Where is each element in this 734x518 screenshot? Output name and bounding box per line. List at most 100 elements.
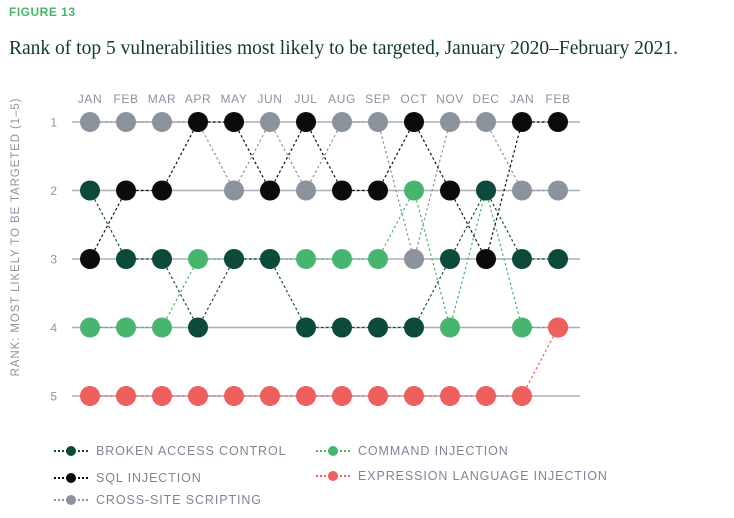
point-sql bbox=[188, 112, 208, 132]
point-cmd bbox=[80, 317, 100, 338]
point-cmd bbox=[440, 317, 460, 338]
legend-label: EXPRESSION LANGUAGE INJECTION bbox=[358, 469, 608, 483]
point-cmd bbox=[296, 249, 316, 269]
point-broken bbox=[260, 249, 280, 269]
point-expr bbox=[296, 386, 316, 406]
x-tick-label: AUG bbox=[328, 92, 356, 106]
point-broken bbox=[224, 249, 244, 269]
connector-sql bbox=[161, 121, 199, 191]
point-expr bbox=[260, 386, 280, 406]
point-xss bbox=[440, 112, 460, 132]
point-broken bbox=[476, 180, 496, 201]
point-expr bbox=[404, 386, 424, 406]
chart-title: Rank of top 5 vulnerabilities most likel… bbox=[9, 38, 679, 59]
x-tick-label: JAN bbox=[510, 92, 534, 106]
point-xss bbox=[116, 112, 136, 132]
point-expr bbox=[188, 386, 208, 406]
point-sql bbox=[332, 180, 352, 201]
figure-label: FIGURE 13 bbox=[9, 5, 76, 19]
legend-swatch-xss bbox=[54, 495, 88, 505]
connector-broken bbox=[485, 190, 523, 260]
point-xss bbox=[476, 112, 496, 132]
x-tick-label: JAN bbox=[78, 92, 102, 106]
point-expr bbox=[80, 386, 100, 406]
point-xss bbox=[512, 180, 532, 201]
point-broken bbox=[512, 249, 532, 269]
connector-broken bbox=[197, 258, 235, 328]
point-sql bbox=[368, 180, 388, 201]
point-xss bbox=[80, 112, 100, 132]
legend-label: SQL INJECTION bbox=[96, 471, 202, 485]
x-tick-label: FEB bbox=[545, 92, 570, 106]
point-expr bbox=[332, 386, 352, 406]
connector-sql bbox=[485, 121, 523, 260]
point-broken bbox=[296, 317, 316, 338]
point-sql bbox=[116, 180, 136, 201]
point-xss bbox=[260, 112, 280, 132]
point-broken bbox=[548, 249, 568, 269]
y-tick-label: 3 bbox=[50, 253, 57, 267]
legend-item-broken: BROKEN ACCESS CONTROL bbox=[54, 444, 286, 458]
point-xss bbox=[404, 249, 424, 269]
point-expr bbox=[152, 386, 172, 406]
legend-item-cmd: COMMAND INJECTION bbox=[316, 444, 509, 458]
connector-broken bbox=[269, 258, 307, 328]
point-xss bbox=[548, 180, 568, 201]
x-tick-label: OCT bbox=[400, 92, 427, 106]
y-tick-label: 5 bbox=[50, 390, 57, 404]
legend-label: COMMAND INJECTION bbox=[358, 444, 509, 458]
point-expr bbox=[368, 386, 388, 406]
legend-item-xss: CROSS-SITE SCRIPTING bbox=[54, 493, 262, 507]
point-broken bbox=[404, 317, 424, 338]
point-sql bbox=[260, 180, 280, 201]
connector-sql bbox=[377, 121, 415, 191]
point-sql bbox=[512, 112, 532, 132]
connector-cmd bbox=[377, 190, 415, 260]
rank-chart: JAN FEB MAR APR MAY JUN JUL AUG SEP OCT NOV DEC JAN F… bbox=[10, 92, 580, 406]
point-sql bbox=[476, 249, 496, 269]
connector-broken bbox=[413, 258, 451, 328]
connector-xss bbox=[485, 121, 523, 191]
point-xss bbox=[368, 112, 388, 132]
point-cmd bbox=[188, 249, 208, 269]
y-tick-label: 4 bbox=[50, 321, 57, 335]
point-cmd bbox=[332, 249, 352, 269]
x-tick-label: FEB bbox=[113, 92, 138, 106]
y-tick-label: 1 bbox=[50, 116, 57, 130]
legend-swatch-sql bbox=[54, 473, 88, 483]
point-broken bbox=[332, 317, 352, 338]
legend-label: CROSS-SITE SCRIPTING bbox=[96, 493, 262, 507]
point-cmd bbox=[152, 317, 172, 338]
legend-label: BROKEN ACCESS CONTROL bbox=[96, 444, 287, 458]
connector-xss bbox=[197, 121, 235, 191]
point-expr bbox=[224, 386, 244, 406]
x-tick-label: MAR bbox=[148, 92, 176, 106]
point-broken bbox=[116, 249, 136, 269]
point-cmd bbox=[512, 317, 532, 338]
legend-swatch-broken bbox=[54, 446, 88, 456]
point-xss bbox=[332, 112, 352, 132]
point-broken bbox=[188, 317, 208, 338]
point-xss bbox=[224, 180, 244, 201]
connector-sql bbox=[413, 121, 451, 191]
point-expr bbox=[512, 386, 532, 406]
point-sql bbox=[404, 112, 424, 132]
point-cmd bbox=[116, 317, 136, 338]
point-expr bbox=[440, 386, 460, 406]
connector-cmd bbox=[485, 190, 523, 328]
point-sql bbox=[80, 249, 100, 269]
x-tick-label: DEC bbox=[472, 92, 499, 106]
point-broken bbox=[368, 317, 388, 338]
point-broken bbox=[440, 249, 460, 269]
legend-item-expr: EXPRESSION LANGUAGE INJECTION bbox=[316, 469, 608, 483]
x-tick-label: SEP bbox=[365, 92, 391, 106]
point-sql bbox=[440, 180, 460, 201]
point-expr bbox=[116, 386, 136, 406]
point-sql bbox=[548, 112, 568, 132]
legend-swatch-cmd bbox=[316, 446, 350, 456]
point-broken bbox=[80, 180, 100, 201]
point-cmd bbox=[368, 249, 388, 269]
point-expr bbox=[548, 317, 568, 338]
connector-cmd bbox=[413, 190, 451, 328]
point-sql bbox=[296, 112, 316, 132]
